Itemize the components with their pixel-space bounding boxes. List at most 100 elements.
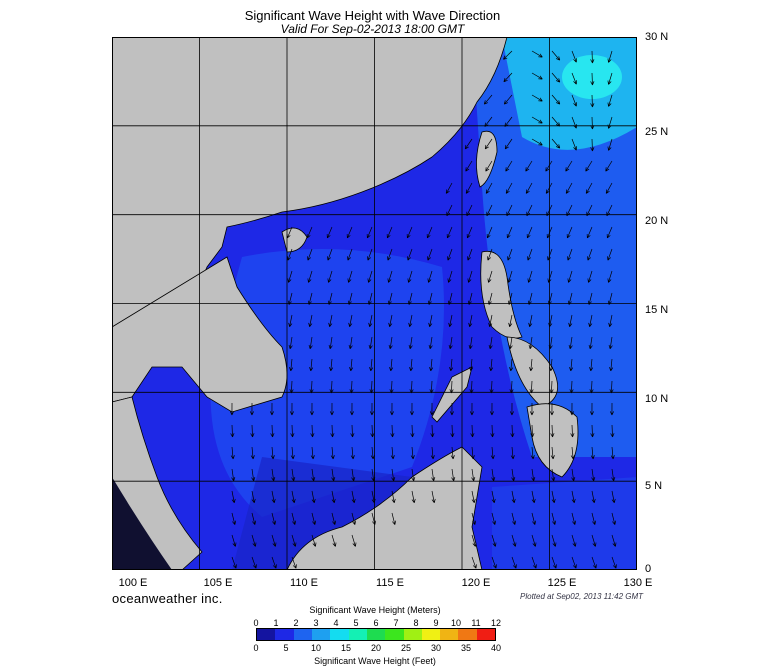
- wave-direction-arrow: [327, 248, 333, 261]
- wave-direction-arrow: [329, 402, 334, 416]
- wave-direction-arrow: [291, 556, 297, 569]
- wave-direction-arrow: [388, 314, 393, 327]
- wave-direction-arrow: [487, 292, 493, 305]
- lat-label-5n: 5 N: [645, 480, 663, 492]
- wave-direction-arrow: [571, 490, 576, 503]
- wave-direction-arrow: [329, 380, 334, 394]
- wave-direction-arrow: [369, 358, 374, 372]
- land-taiwan: [476, 130, 498, 188]
- wave-direction-arrow: [547, 292, 553, 305]
- wave-direction-arrow: [607, 116, 613, 129]
- wave-direction-arrow: [591, 512, 597, 525]
- wave-direction-arrow: [468, 314, 473, 327]
- wave-direction-arrow: [390, 424, 395, 438]
- wave-direction-arrow: [347, 292, 353, 305]
- wave-direction-arrow: [231, 468, 236, 482]
- wave-direction-arrow: [609, 380, 614, 394]
- wave-direction-arrow: [471, 468, 476, 482]
- wave-direction-arrow: [331, 512, 337, 525]
- wave-direction-arrow: [429, 358, 434, 372]
- wave-direction-arrow: [464, 138, 473, 150]
- wave-direction-arrow: [607, 138, 613, 151]
- wave-direction-arrow: [468, 336, 473, 350]
- wave-direction-arrow: [250, 424, 255, 438]
- wave-direction-arrow: [251, 534, 257, 547]
- wave-direction-arrow: [428, 314, 433, 327]
- wave-direction-arrow: [471, 534, 477, 547]
- wave-direction-arrow: [550, 424, 555, 438]
- wave-direction-arrow: [391, 490, 396, 503]
- wave-direction-arrow: [429, 380, 434, 394]
- wave-direction-arrow: [490, 446, 495, 460]
- wave-direction-arrow: [411, 468, 416, 482]
- wave-direction-arrow: [466, 204, 473, 217]
- wave-direction-arrow: [350, 446, 355, 460]
- wave-direction-arrow: [491, 556, 497, 569]
- wave-direction-arrow: [470, 446, 475, 460]
- wave-direction-arrow: [530, 424, 535, 438]
- wave-direction-arrow: [529, 380, 534, 394]
- wave-direction-arrow: [591, 468, 596, 482]
- wave-direction-arrow: [551, 468, 556, 482]
- colorbar-meters-tick: 9: [433, 618, 439, 628]
- wave-direction-arrow: [290, 446, 295, 460]
- wave-direction-arrow: [371, 490, 376, 503]
- wave-direction-arrow: [571, 512, 577, 525]
- wave-direction-arrow: [607, 72, 613, 85]
- wave-direction-arrow: [348, 314, 353, 327]
- colorbar-swatch: [440, 629, 459, 640]
- wave-direction-arrow: [288, 336, 293, 350]
- lat-label-0: 0: [645, 563, 652, 575]
- wave-direction-arrow: [549, 358, 554, 372]
- wave-direction-arrow: [427, 292, 433, 305]
- colorbar-swatch: [348, 629, 367, 640]
- wave-direction-arrow: [528, 336, 533, 350]
- wave-direction-arrow: [386, 226, 393, 239]
- wave-direction-arrow: [571, 94, 577, 107]
- wave-direction-arrow: [391, 468, 396, 482]
- wave-direction-arrow: [469, 358, 474, 372]
- wave-direction-arrow: [567, 248, 573, 261]
- colorbar-meters-tick: 6: [373, 618, 379, 628]
- wave-direction-arrow: [607, 292, 613, 305]
- wave-direction-arrow: [309, 358, 314, 372]
- wave-direction-arrow: [611, 556, 617, 569]
- wave-direction-arrow: [605, 182, 613, 194]
- wave-direction-arrow: [306, 226, 313, 239]
- wave-direction-arrow: [590, 72, 595, 86]
- wave-direction-arrow: [430, 424, 435, 438]
- wave-direction-arrow: [271, 534, 277, 547]
- wave-direction-arrow: [351, 468, 356, 482]
- wave-direction-arrow: [349, 380, 354, 394]
- wave-direction-arrow: [591, 490, 596, 503]
- wave-direction-arrow: [611, 512, 617, 525]
- wave-direction-arrow: [590, 116, 595, 130]
- wave-direction-arrow: [231, 534, 237, 547]
- wave-direction-arrow: [488, 314, 493, 327]
- wave-direction-arrow: [348, 336, 353, 350]
- wave-direction-arrow: [489, 358, 494, 372]
- wave-direction-arrow: [587, 270, 593, 283]
- wave-direction-arrow: [550, 446, 555, 460]
- wave-direction-arrow: [611, 534, 617, 547]
- wave-direction-arrow: [567, 270, 573, 283]
- wave-direction-arrow: [551, 534, 557, 547]
- wave-direction-arrow: [465, 160, 473, 172]
- lat-label-25n: 25 N: [645, 126, 669, 138]
- wave-direction-arrow: [606, 226, 613, 239]
- wave-direction-arrow: [431, 490, 436, 503]
- wave-direction-arrow: [286, 226, 293, 239]
- wave-direction-arrow: [469, 402, 474, 416]
- wave-direction-arrow: [568, 314, 573, 327]
- wave-direction-arrow: [428, 336, 433, 350]
- wave-direction-arrow: [369, 380, 374, 394]
- wave-direction-arrow: [231, 556, 237, 569]
- map-subtitle: Valid For Sep-02-2013 18:00 GMT: [280, 22, 465, 36]
- wave-direction-arrow: [427, 270, 433, 283]
- wave-direction-arrow: [330, 446, 335, 460]
- wave-direction-arrow: [525, 160, 533, 172]
- wave-direction-arrow: [328, 336, 333, 350]
- wave-direction-arrow: [427, 248, 433, 261]
- wave-direction-arrow: [589, 402, 594, 416]
- wave-direction-arrow: [447, 292, 453, 305]
